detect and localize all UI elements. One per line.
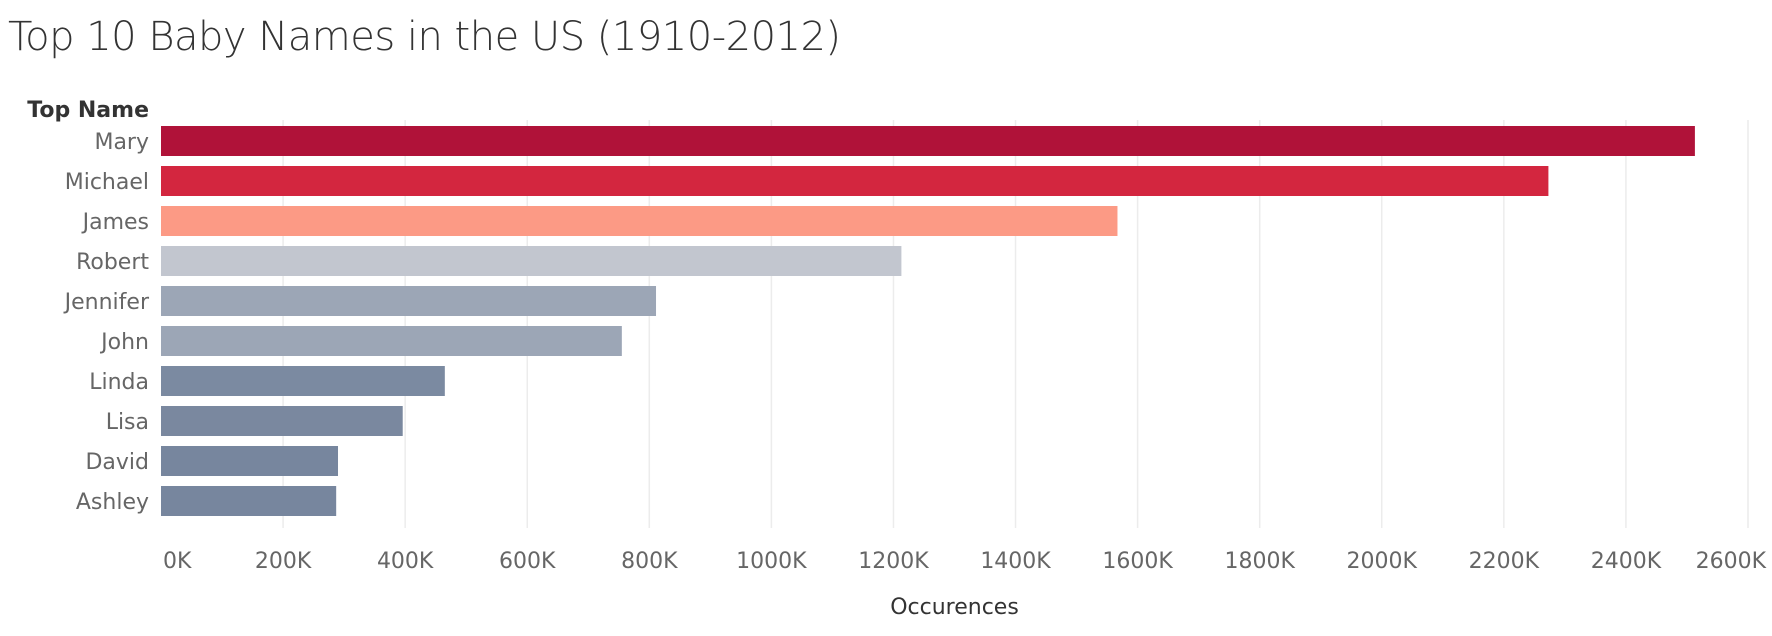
x-tick-label: 1000K [736,549,807,574]
category-label-robert: Robert [76,250,149,275]
bar-james [161,206,1118,236]
bar-jennifer [161,286,657,316]
x-tick-label: 200K [255,549,312,574]
x-tick-label: 2000K [1347,549,1418,574]
x-tick-label: 1400K [980,549,1051,574]
bar-john [161,326,622,356]
category-label-david: David [85,450,149,475]
category-header: Top Name [27,98,149,123]
x-tick-label: 800K [621,549,678,574]
chart-title: Top 10 Baby Names in the US (1910-2012) [8,14,841,60]
category-labels: Mary Michael James Robert Jennifer John Linda L… [63,130,150,515]
category-label-john: John [99,330,149,355]
x-tick-labels: 0K 200K 400K 600K 800K 1000K 1200K 1400K 1600K 18… [163,549,1767,574]
bar-mary [161,126,1695,156]
x-tick-label: 1800K [1224,549,1295,574]
x-axis-title: Occurences [890,595,1019,620]
bar-david [161,446,339,476]
x-tick-label: 600K [499,549,556,574]
x-tick-label: 400K [377,549,434,574]
bar-lisa [161,406,403,436]
x-tick-label: 0K [163,549,192,574]
x-tick-label: 1600K [1102,549,1173,574]
x-tick-label: 1200K [858,549,929,574]
bar-michael [161,166,1549,196]
category-label-linda: Linda [89,370,149,395]
x-tick-label: 2600K [1696,549,1767,574]
x-tick-label: 2400K [1591,549,1662,574]
bars [161,126,1695,516]
bar-robert [161,246,902,276]
category-label-lisa: Lisa [106,410,149,435]
category-label-mary: Mary [94,130,149,155]
x-tick-label: 2200K [1469,549,1540,574]
category-label-jennifer: Jennifer [63,290,150,315]
bar-ashley [161,486,337,516]
category-label-james: James [81,210,149,235]
bar-linda [161,366,445,396]
category-label-michael: Michael [65,170,149,195]
category-label-ashley: Ashley [76,490,149,515]
